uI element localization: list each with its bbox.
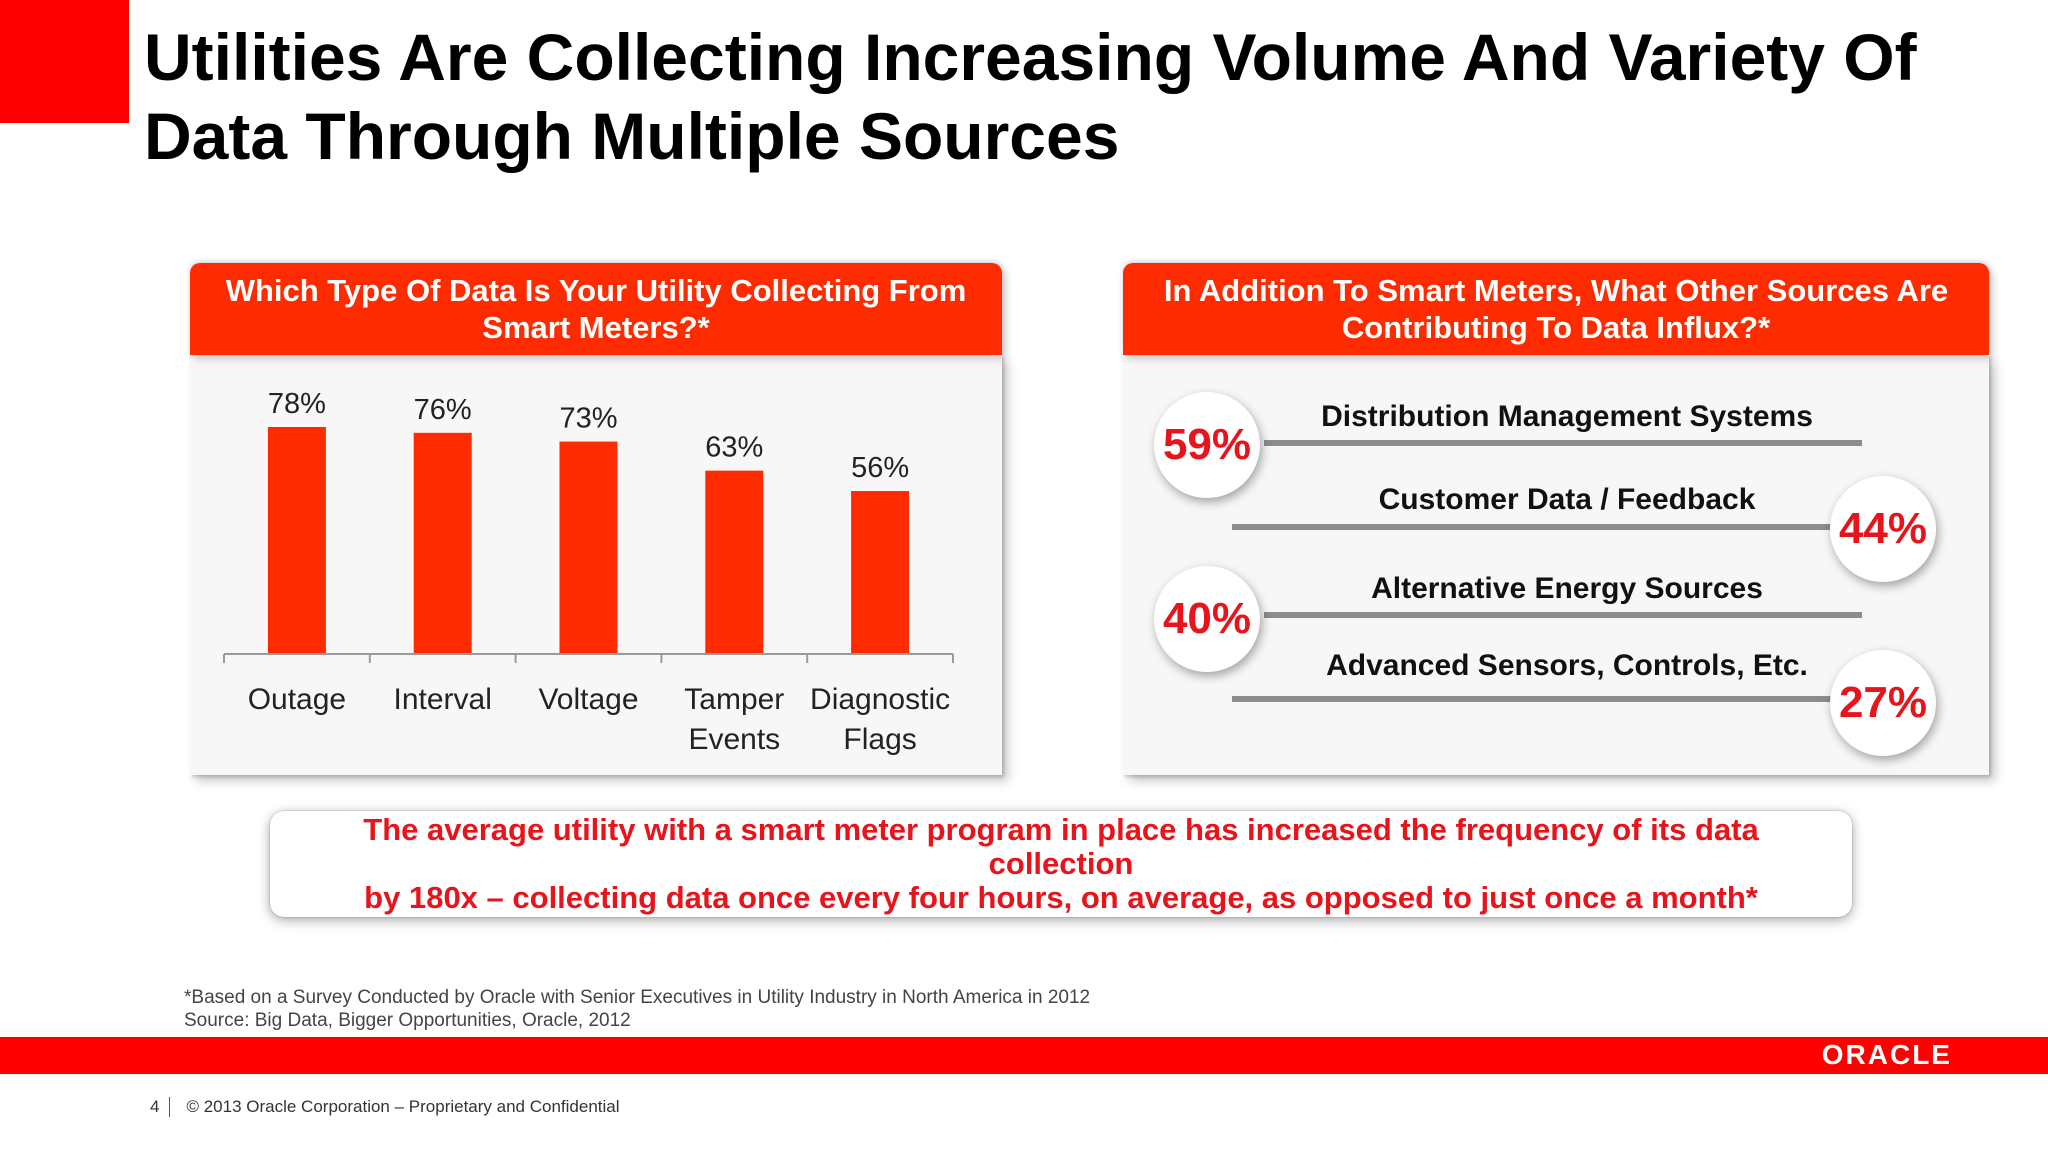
footnote-line-2: Source: Big Data, Bigger Opportunities, … — [184, 1010, 631, 1031]
corner-accent-block — [0, 0, 129, 123]
bar-3 — [705, 470, 764, 654]
bar-category-label-3-0: Tamper — [684, 683, 784, 716]
source-percent-customer-data: 44% — [1830, 476, 1936, 582]
callout-line-2: by 180x – collecting data once every fou… — [364, 880, 1758, 915]
callout-line-1: The average utility with a smart meter p… — [363, 812, 1759, 881]
bar-category-label-4-0: Diagnostic — [810, 683, 950, 716]
bar-4 — [851, 491, 910, 654]
bottom-footer: 4 © 2013 Oracle Corporation – Proprietar… — [150, 1097, 620, 1117]
bar-value-label-0: 78% — [268, 388, 326, 420]
footer-red-band — [0, 1037, 2048, 1074]
bar-0 — [267, 427, 326, 654]
oracle-logo: ORACLE — [1821, 1039, 1952, 1070]
source-percent-alternative-energy: 40% — [1154, 566, 1260, 672]
source-line-alternative-energy — [1264, 612, 1862, 618]
bar-value-label-2: 73% — [559, 403, 617, 435]
left-panel-header-text: Which Type Of Data Is Your Utility Colle… — [225, 273, 967, 345]
bar-value-label-3: 63% — [705, 432, 763, 464]
source-label-customer-data: Customer Data / Feedback — [1378, 483, 1756, 516]
footer-separator — [169, 1097, 171, 1117]
callout-box: The average utility with a smart meter p… — [270, 811, 1852, 917]
bar-category-label-1-0: Interval — [394, 683, 492, 716]
page-title: Utilities Are Collecting Increasing Volu… — [144, 20, 1917, 173]
right-panel-header-text: In Addition To Smart Meters, What Other … — [1163, 273, 1949, 345]
source-line-advanced-sensors — [1232, 696, 1832, 702]
source-label-distribution-management: Distribution Management Systems — [1321, 400, 1813, 433]
bar-category-label-3-1: Events — [688, 723, 780, 756]
footnote: *Based on a Survey Conducted by Oracle w… — [184, 986, 1090, 1032]
page-number: 4 — [150, 1097, 160, 1116]
source-line-distribution-management — [1264, 440, 1862, 446]
copyright-text: © 2013 Oracle Corporation – Proprietary … — [186, 1097, 620, 1116]
source-label-advanced-sensors: Advanced Sensors, Controls, Etc. — [1326, 649, 1808, 682]
bar-category-label-2-0: Voltage — [538, 683, 638, 716]
source-percent-advanced-sensors: 27% — [1830, 650, 1936, 756]
left-panel-header: Which Type Of Data Is Your Utility Colle… — [190, 263, 1002, 355]
bar-value-label-1: 76% — [414, 394, 472, 426]
smart-meter-bar-chart: 78% Outage 76% Interval 73% Voltage 63% Tamper E… — [223, 388, 954, 756]
bar-category-label-0-0: Outage — [248, 683, 346, 716]
source-label-alternative-energy: Alternative Energy Sources — [1371, 572, 1763, 605]
bar-category-label-4-1: Flags — [843, 723, 916, 756]
source-percent-distribution-management: 59% — [1154, 392, 1260, 498]
right-panel-header: In Addition To Smart Meters, What Other … — [1123, 263, 1989, 355]
bar-value-label-4: 56% — [851, 452, 909, 484]
source-line-customer-data — [1232, 524, 1832, 530]
footnote-line-1: *Based on a Survey Conducted by Oracle w… — [184, 987, 1091, 1008]
bar-2 — [559, 441, 618, 654]
bar-1 — [413, 432, 472, 654]
